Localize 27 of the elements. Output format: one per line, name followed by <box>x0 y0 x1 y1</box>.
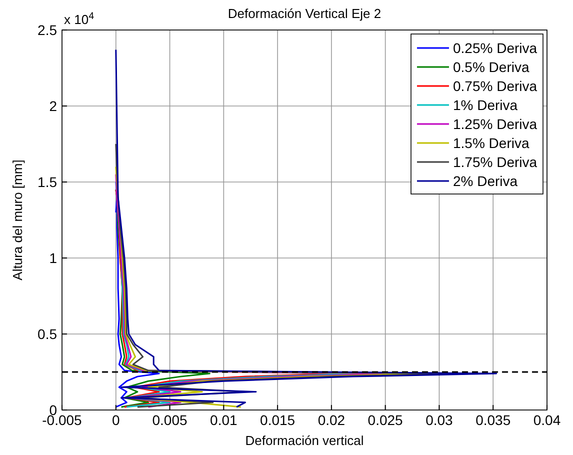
legend-label: 0.5% Deriva <box>453 59 530 75</box>
y-tick-label: 2.5 <box>38 22 58 38</box>
chart-title: Deformación Vertical Eje 2 <box>228 6 382 21</box>
x-tick-label: 0.025 <box>368 412 404 428</box>
y-tick-label: 1 <box>49 250 58 266</box>
legend-label: 0.25% Deriva <box>453 40 538 56</box>
legend-label: 1.5% Deriva <box>453 135 530 151</box>
y-tick-label: 0.5 <box>38 326 58 342</box>
x-axis-title: Deformación vertical <box>245 433 364 448</box>
x-tick-label: 0.035 <box>476 412 511 428</box>
legend-label: 1% Deriva <box>453 97 518 113</box>
line-series <box>115 196 160 408</box>
x-tick-label: 0 <box>112 412 120 428</box>
x-tick-label: 0.005 <box>152 412 188 428</box>
legend-label: 2% Deriva <box>453 173 518 189</box>
legend-label: 1.75% Deriva <box>453 154 538 170</box>
y-tick-label: 1.5 <box>38 174 58 190</box>
x-tick-label: 0.01 <box>210 412 238 428</box>
y-tick-label: 2 <box>49 98 58 114</box>
text: x 10$^{4}$ <box>64 10 95 27</box>
y-axis-title: Altura del muro [mm] <box>10 160 25 280</box>
legend-label: 1.25% Deriva <box>453 116 538 132</box>
x-tick-label: 0.03 <box>426 412 454 428</box>
x-tick-label: 0.015 <box>260 412 296 428</box>
x-tick-label: 0.04 <box>533 412 561 428</box>
legend-label: 0.75% Deriva <box>453 78 538 94</box>
x-tick-label: 0.02 <box>318 412 346 428</box>
